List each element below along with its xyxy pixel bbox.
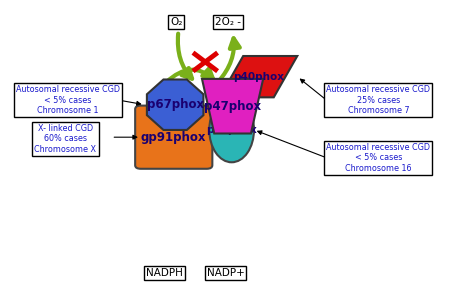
Text: gp91phox: gp91phox — [141, 131, 207, 144]
Polygon shape — [219, 56, 297, 97]
Polygon shape — [147, 80, 203, 130]
Text: p22phox: p22phox — [206, 125, 257, 135]
Text: Autosomal recessive CGD
< 5% cases
Chromosome 16: Autosomal recessive CGD < 5% cases Chrom… — [327, 143, 430, 173]
Text: X- linked CGD
60% cases
Chromosome X: X- linked CGD 60% cases Chromosome X — [35, 124, 97, 153]
Text: NADPH: NADPH — [146, 268, 183, 278]
Text: NADP+: NADP+ — [207, 268, 245, 278]
Text: Autosomal recessive CGD
25% cases
Chromosome 7: Autosomal recessive CGD 25% cases Chromo… — [327, 86, 430, 115]
Polygon shape — [202, 79, 263, 134]
Text: O₂: O₂ — [170, 17, 182, 27]
Text: 2O₂ -: 2O₂ - — [215, 17, 241, 27]
Text: p67phox: p67phox — [146, 98, 204, 111]
Ellipse shape — [210, 97, 254, 162]
Text: p40phox: p40phox — [233, 72, 284, 82]
Text: Autosomal recessive CGD
< 5% cases
Chromosome 1: Autosomal recessive CGD < 5% cases Chrom… — [16, 86, 120, 115]
FancyBboxPatch shape — [135, 105, 212, 169]
Text: p47phox: p47phox — [204, 100, 261, 113]
